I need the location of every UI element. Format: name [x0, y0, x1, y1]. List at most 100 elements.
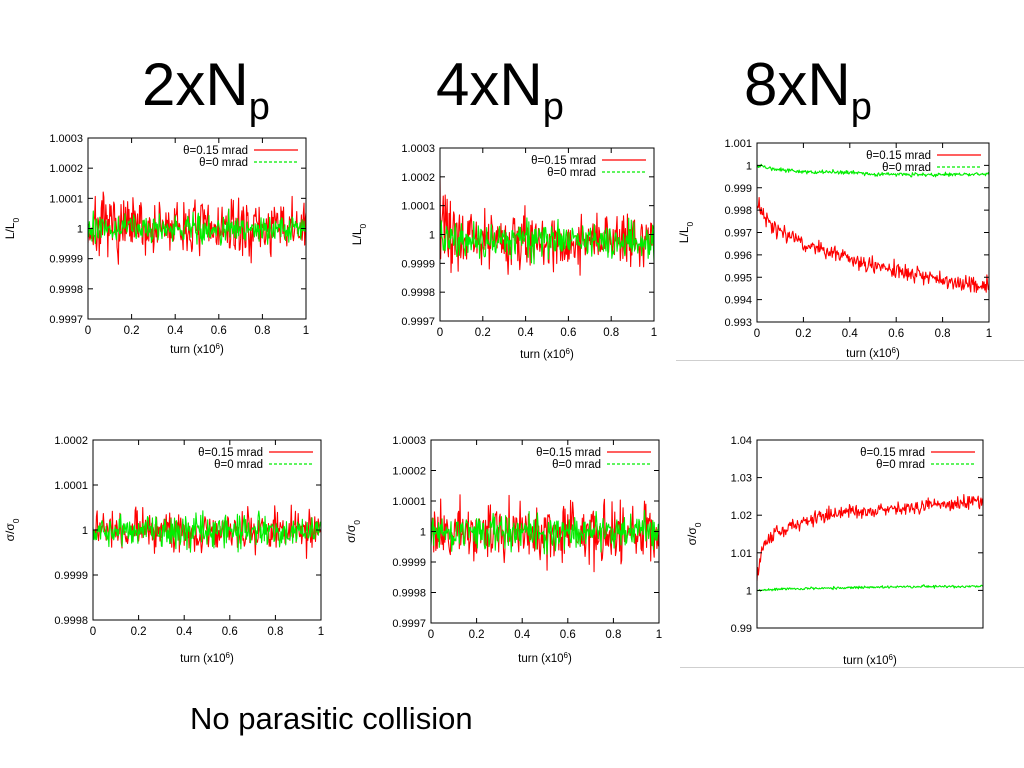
x-tick-label: 0.2 — [795, 328, 811, 340]
x-tick-label: 0.4 — [514, 629, 531, 641]
x-tick-label: 0 — [90, 626, 96, 638]
series-line — [757, 197, 989, 294]
legend-label: θ=0.15 mrad — [536, 447, 601, 459]
x-tick-label: 0.2 — [131, 626, 147, 638]
series-line — [440, 176, 654, 276]
x-axis-label: turn (x106) — [518, 651, 572, 666]
x-tick-label: 1 — [303, 325, 309, 337]
y-tick-label: 0.9998 — [49, 284, 83, 296]
y-tick-label: 0.9999 — [54, 570, 88, 582]
x-tick-label: 0.2 — [469, 629, 485, 641]
y-tick-label: 1.0003 — [49, 133, 83, 145]
y-tick-label: 1.03 — [731, 473, 752, 485]
x-axis-label: turn (x106) — [843, 653, 897, 668]
y-tick-label: 0.9999 — [401, 258, 435, 270]
y-axis-label: σ/σ0 — [344, 520, 362, 543]
legend-label: θ=0 mrad — [876, 459, 925, 471]
y-tick-label: 0.9998 — [392, 588, 426, 600]
y-tick-label: 0.9999 — [49, 254, 83, 266]
x-tick-label: 0.4 — [167, 325, 184, 337]
series-line — [757, 163, 989, 178]
chart-lumi-4x: 0.9997 0.9998 0.9999 1 1.0001 1.0002 1.0003 0 0.… — [345, 138, 663, 370]
legend-label: θ=0.15 mrad — [183, 145, 248, 157]
chart-svg: 0.9998 0.9999 1 1.0001 1.0002 0 0.2 0.4 0.6 0.8 1 t… — [3, 435, 324, 666]
column-title-sub: p — [850, 86, 872, 128]
y-tick-label: 1 — [746, 160, 752, 172]
x-tick-label: 0 — [85, 325, 91, 337]
column-title-sub: p — [248, 86, 270, 128]
x-tick-label: 1 — [656, 629, 662, 641]
y-tick-label: 0.993 — [724, 317, 752, 329]
column-title-8x: 8xNp — [744, 50, 872, 130]
y-tick-label: 1.0002 — [49, 163, 83, 175]
y-tick-label: 0.997 — [724, 228, 752, 240]
series-line — [93, 510, 321, 553]
x-tick-label: 0.2 — [124, 325, 140, 337]
y-tick-label: 0.9998 — [54, 615, 88, 627]
y-tick-label: 1.0003 — [392, 435, 426, 447]
y-axis-label: L/L0 — [3, 217, 21, 239]
legend-label: θ=0.15 mrad — [531, 155, 596, 167]
chart-sigma-4x: 0.9997 0.9998 0.9999 1 1.0001 1.0002 1.0003 0 0.… — [344, 428, 663, 666]
chart-svg: 0.993 0.994 0.995 0.996 0.997 0.998 0.999 1 1.00… — [677, 138, 992, 361]
x-tick-label: 0.8 — [267, 626, 283, 638]
chart-sigma-8x: 0.99 1 1.01 1.02 1.03 1.04 turn (x106) σ/σ0 θ=0.… — [676, 428, 1006, 667]
x-tick-label: 0.6 — [888, 328, 904, 340]
column-title-sub: p — [542, 86, 564, 128]
y-tick-label: 1.0003 — [401, 143, 435, 155]
x-tick-label: 0.4 — [842, 328, 859, 340]
y-tick-label: 0.9999 — [392, 557, 426, 569]
y-tick-label: 1 — [429, 230, 435, 242]
chart-svg: 0.99 1 1.01 1.02 1.03 1.04 turn (x106) σ/σ0 θ=0.… — [685, 435, 984, 667]
y-tick-label: 0.9997 — [401, 316, 435, 328]
chart-svg: 0.9997 0.9998 0.9999 1 1.0001 1.0002 1.0003 0 0.… — [350, 143, 657, 361]
y-axis-label: σ/σ0 — [685, 522, 703, 545]
column-title-4x: 4xNp — [436, 50, 564, 130]
y-tick-label: 1 — [82, 525, 88, 537]
x-axis-label: turn (x106) — [180, 651, 234, 666]
x-tick-label: 0.6 — [211, 325, 227, 337]
y-axis-label: σ/σ0 — [3, 518, 21, 541]
x-tick-label: 0.2 — [475, 327, 491, 339]
legend-label: θ=0.15 mrad — [866, 150, 931, 162]
footer-caption: No parasitic collision — [190, 701, 473, 736]
legend-label: θ=0 mrad — [882, 162, 931, 174]
series-line — [757, 493, 983, 581]
x-tick-label: 0.4 — [176, 626, 193, 638]
y-tick-label: 0.998 — [724, 205, 752, 217]
x-tick-label: 0.8 — [935, 328, 951, 340]
y-tick-label: 1 — [77, 224, 83, 236]
x-tick-label: 1 — [318, 626, 324, 638]
x-tick-label: 0 — [428, 629, 434, 641]
y-axis-label: L/L0 — [677, 221, 695, 243]
x-tick-label: 0.4 — [518, 327, 535, 339]
legend-label: θ=0.15 mrad — [860, 447, 925, 459]
y-tick-label: 1.01 — [731, 548, 752, 560]
y-tick-label: 0.999 — [724, 183, 752, 195]
y-tick-label: 0.9997 — [49, 314, 83, 326]
y-tick-label: 1 — [746, 585, 752, 597]
x-tick-label: 0 — [754, 328, 760, 340]
series-line — [88, 208, 306, 246]
column-title-text: 8xN — [744, 51, 851, 118]
chart-sigma-2x: 0.9998 0.9999 1 1.0001 1.0002 0 0.2 0.4 0.6 0.8 1 t… — [0, 428, 330, 666]
legend-label: θ=0.15 mrad — [198, 447, 263, 459]
y-tick-label: 1.0001 — [54, 480, 88, 492]
chart-lumi-8x: 0.993 0.994 0.995 0.996 0.997 0.998 0.999 1 1.00… — [676, 132, 1006, 364]
y-tick-label: 1.0002 — [392, 466, 426, 478]
chart-svg: 0.9997 0.9998 0.9999 1 1.0001 1.0002 1.0003 0 0.… — [3, 133, 309, 357]
x-axis-label: turn (x106) — [846, 346, 900, 361]
y-axis-label: L/L0 — [350, 223, 368, 245]
y-tick-label: 0.995 — [724, 272, 752, 284]
x-tick-label: 0.8 — [605, 629, 621, 641]
x-tick-label: 1 — [986, 328, 992, 340]
x-tick-label: 1 — [651, 327, 657, 339]
x-tick-label: 0.6 — [222, 626, 238, 638]
series-line — [440, 217, 654, 265]
x-axis-label: turn (x106) — [170, 342, 224, 357]
y-tick-label: 1.0001 — [49, 193, 83, 205]
column-title-text: 4xN — [436, 51, 543, 118]
legend-label: θ=0 mrad — [552, 459, 601, 471]
chart-svg: 0.9997 0.9998 0.9999 1 1.0001 1.0002 1.0003 0 0.… — [344, 435, 662, 666]
x-tick-label: 0.6 — [560, 629, 576, 641]
